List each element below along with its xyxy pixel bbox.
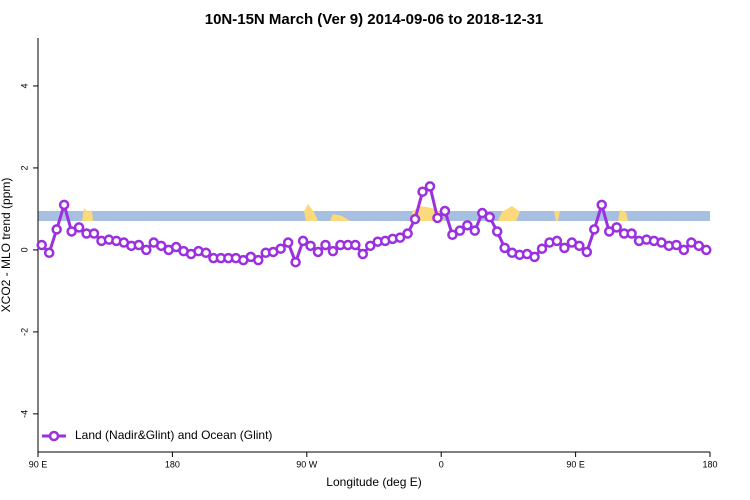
point bbox=[574, 240, 585, 252]
y-tick-label: -4 bbox=[19, 410, 29, 418]
point bbox=[141, 244, 152, 256]
point bbox=[477, 207, 488, 219]
point bbox=[529, 251, 540, 263]
point bbox=[611, 222, 622, 233]
point bbox=[170, 241, 182, 253]
point bbox=[297, 235, 309, 247]
point bbox=[447, 229, 458, 241]
point bbox=[133, 239, 145, 251]
point bbox=[58, 199, 70, 211]
point bbox=[701, 244, 712, 256]
point bbox=[626, 228, 637, 239]
point bbox=[402, 228, 413, 239]
point bbox=[589, 224, 600, 235]
point bbox=[603, 226, 615, 237]
point bbox=[596, 199, 607, 211]
point bbox=[51, 224, 62, 235]
point bbox=[73, 222, 85, 233]
point bbox=[320, 239, 331, 251]
point bbox=[66, 226, 77, 237]
point bbox=[432, 212, 443, 224]
x-tick-label: 0 bbox=[439, 459, 444, 469]
land-patch bbox=[618, 210, 628, 221]
point bbox=[693, 240, 705, 252]
x-tick-label: 90 E bbox=[29, 459, 48, 469]
point bbox=[417, 186, 428, 197]
point bbox=[484, 211, 495, 223]
point bbox=[454, 225, 466, 236]
land-patch bbox=[498, 206, 520, 221]
point bbox=[200, 247, 212, 259]
point bbox=[559, 242, 570, 254]
point bbox=[327, 245, 339, 257]
point bbox=[581, 246, 593, 258]
land-patch bbox=[330, 214, 350, 221]
point bbox=[357, 248, 369, 260]
x-tick-label: 180 bbox=[165, 459, 180, 469]
ocean-band bbox=[38, 211, 710, 221]
point bbox=[275, 243, 286, 254]
point bbox=[155, 240, 167, 252]
point bbox=[491, 226, 503, 237]
land-patch bbox=[304, 204, 318, 221]
point bbox=[394, 232, 406, 243]
point bbox=[253, 254, 264, 266]
point bbox=[290, 256, 301, 268]
point bbox=[551, 235, 563, 247]
point bbox=[350, 239, 361, 251]
point bbox=[678, 244, 690, 256]
y-axis-label: XCO2 - MLO trend (ppm) bbox=[0, 178, 13, 313]
point bbox=[469, 225, 481, 236]
point bbox=[499, 242, 510, 254]
y-tick-label: 2 bbox=[19, 165, 29, 170]
y-tick-label: -2 bbox=[19, 328, 29, 336]
x-axis-label: Longitude (deg E) bbox=[326, 475, 421, 489]
point bbox=[409, 213, 421, 225]
point bbox=[43, 247, 55, 259]
point bbox=[365, 240, 376, 252]
legend-label: Land (Nadir&Glint) and Ocean (Glint) bbox=[75, 428, 272, 442]
point bbox=[282, 237, 294, 248]
point bbox=[439, 205, 451, 217]
chart-title: 10N-15N March (Ver 9) 2014-09-06 to 2018… bbox=[205, 11, 544, 28]
land-patch bbox=[554, 211, 560, 221]
point bbox=[88, 228, 100, 239]
y-tick-label: 0 bbox=[19, 247, 29, 252]
legend-marker bbox=[48, 430, 60, 442]
point bbox=[671, 239, 682, 251]
x-tick-label: 180 bbox=[702, 459, 717, 469]
land-patch bbox=[82, 208, 93, 221]
point bbox=[312, 246, 324, 258]
point bbox=[462, 220, 473, 231]
x-tick-label: 90 W bbox=[296, 459, 318, 469]
y-tick-label: 4 bbox=[19, 83, 29, 88]
land-ocean-band bbox=[38, 204, 710, 221]
point bbox=[536, 243, 548, 254]
x-tick-label: 90 E bbox=[566, 459, 585, 469]
point bbox=[36, 239, 47, 251]
point bbox=[305, 240, 316, 252]
point bbox=[424, 181, 436, 192]
